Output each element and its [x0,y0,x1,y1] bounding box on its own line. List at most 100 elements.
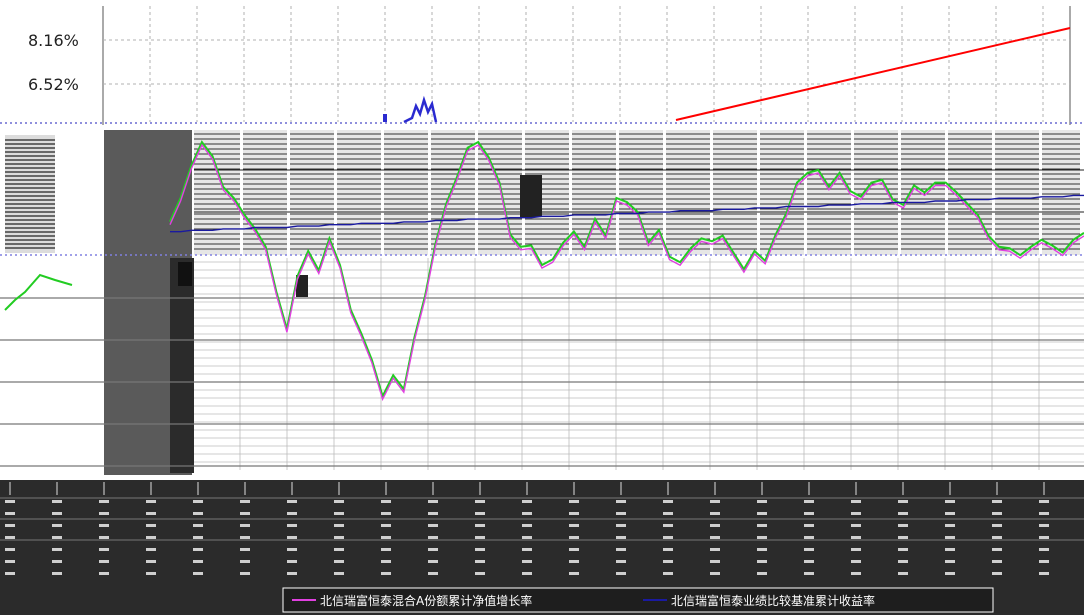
x-tick-glyph [428,536,438,539]
x-tick-glyph [52,536,62,539]
legend-label: 北信瑞富恒泰混合A份额累计净值增长率 [320,593,532,608]
x-tick-group [757,482,767,575]
x-tick-glyph [898,536,908,539]
overlay-red-line [675,27,1071,121]
x-tick-glyph [334,512,344,515]
x-tick-glyph [1039,524,1049,527]
x-tick-glyph [99,572,109,575]
x-tick-group [1039,482,1049,575]
x-tick-glyph [381,548,391,551]
x-tick-glyph [663,560,673,563]
series-line-nav-growth [169,143,1084,402]
x-tick-glyph [851,560,861,563]
x-tick-glyph [475,500,485,503]
x-tick-glyph [334,560,344,563]
x-tick-group [146,482,156,575]
x-tick-glyph [52,500,62,503]
x-tick-glyph [381,500,391,503]
x-tick-glyph [99,536,109,539]
x-tick-glyph [663,536,673,539]
band-column-gap [757,130,760,255]
x-tick-group [992,482,1002,575]
top-panel: 8.16% 6.52% [0,0,1084,125]
x-tick-glyph [334,524,344,527]
x-tick-glyph [710,536,720,539]
x-tick-glyph [522,572,532,575]
legend-item: 北信瑞富恒泰混合A份额累计净值增长率 [292,593,532,608]
x-tick-glyph [99,512,109,515]
x-tick-glyph [945,512,955,515]
x-tick-glyph [52,548,62,551]
legend-box [282,587,994,613]
x-tick-glyph [757,560,767,563]
x-tick-glyph [569,536,579,539]
x-tick-glyph [381,572,391,575]
x-tick-glyph [193,536,203,539]
x-tick-glyph [616,560,626,563]
x-tick-glyph [569,560,579,563]
x-tick-glyph [898,548,908,551]
x-tick-group [240,482,250,575]
x-tick-glyph [475,512,485,515]
x-tick-glyph [710,500,720,503]
band-column-gap [663,130,666,255]
band-column-gap [381,130,384,255]
x-tick-glyph [5,548,15,551]
x-tick-glyph [287,500,297,503]
x-tick-glyph [381,560,391,563]
x-tick-glyph [663,524,673,527]
x-tick-glyph [898,560,908,563]
x-tick-glyph [616,524,626,527]
x-tick-glyph [475,560,485,563]
x-tick-glyph [287,572,297,575]
x-tick-glyph [851,536,861,539]
band-column-gap [804,130,807,255]
x-tick-glyph [52,512,62,515]
x-tick-glyph [5,500,15,503]
x-tick-glyph [428,572,438,575]
x-tick-glyph [193,560,203,563]
x-tick-glyph [193,572,203,575]
x-tick-glyph [898,524,908,527]
x-tick-glyph [99,560,109,563]
x-tick-glyph [240,524,250,527]
x-tick-glyph [381,512,391,515]
series-line-benchmark [170,194,1084,233]
x-tick-glyph [710,512,720,515]
x-tick-glyph [569,548,579,551]
x-tick-glyph [240,548,250,551]
overlay-blue-spikes [403,95,438,124]
legend-band: 北信瑞富恒泰混合A份额累计净值增长率 北信瑞富恒泰业绩比较基准累计收益率 [0,585,1084,615]
x-tick-glyph [663,500,673,503]
x-tick-glyph [428,560,438,563]
x-tick-group [616,482,626,575]
x-tick-group [99,482,109,575]
x-tick-glyph [945,500,955,503]
band-column-gap [616,130,619,255]
overlay-green-trace [169,140,1084,399]
legend-item: 北信瑞富恒泰业绩比较基准累计收益率 [643,593,875,608]
x-tick-glyph [569,512,579,515]
x-tick-glyph [616,536,626,539]
x-tick-glyph [428,548,438,551]
band-column-gap [287,130,290,255]
x-tick-glyph [287,524,297,527]
x-tick-glyph [381,536,391,539]
left-dark-stripe [170,258,194,473]
x-tick-glyph [522,560,532,563]
x-tick-group [569,482,579,575]
x-tick-glyph [99,548,109,551]
x-tick-glyph [475,536,485,539]
x-tick-glyph [287,560,297,563]
dark-marker [178,262,192,286]
x-tick-glyph [569,572,579,575]
band-column-gap [334,130,337,255]
x-tick-glyph [710,548,720,551]
left-mini-trace [4,273,73,311]
x-tick-group [287,482,297,575]
x-tick-group [193,482,203,575]
x-tick-group [945,482,955,575]
x-tick-glyph [146,524,156,527]
x-tick-glyph [287,548,297,551]
x-axis-band-bg [0,480,1084,585]
